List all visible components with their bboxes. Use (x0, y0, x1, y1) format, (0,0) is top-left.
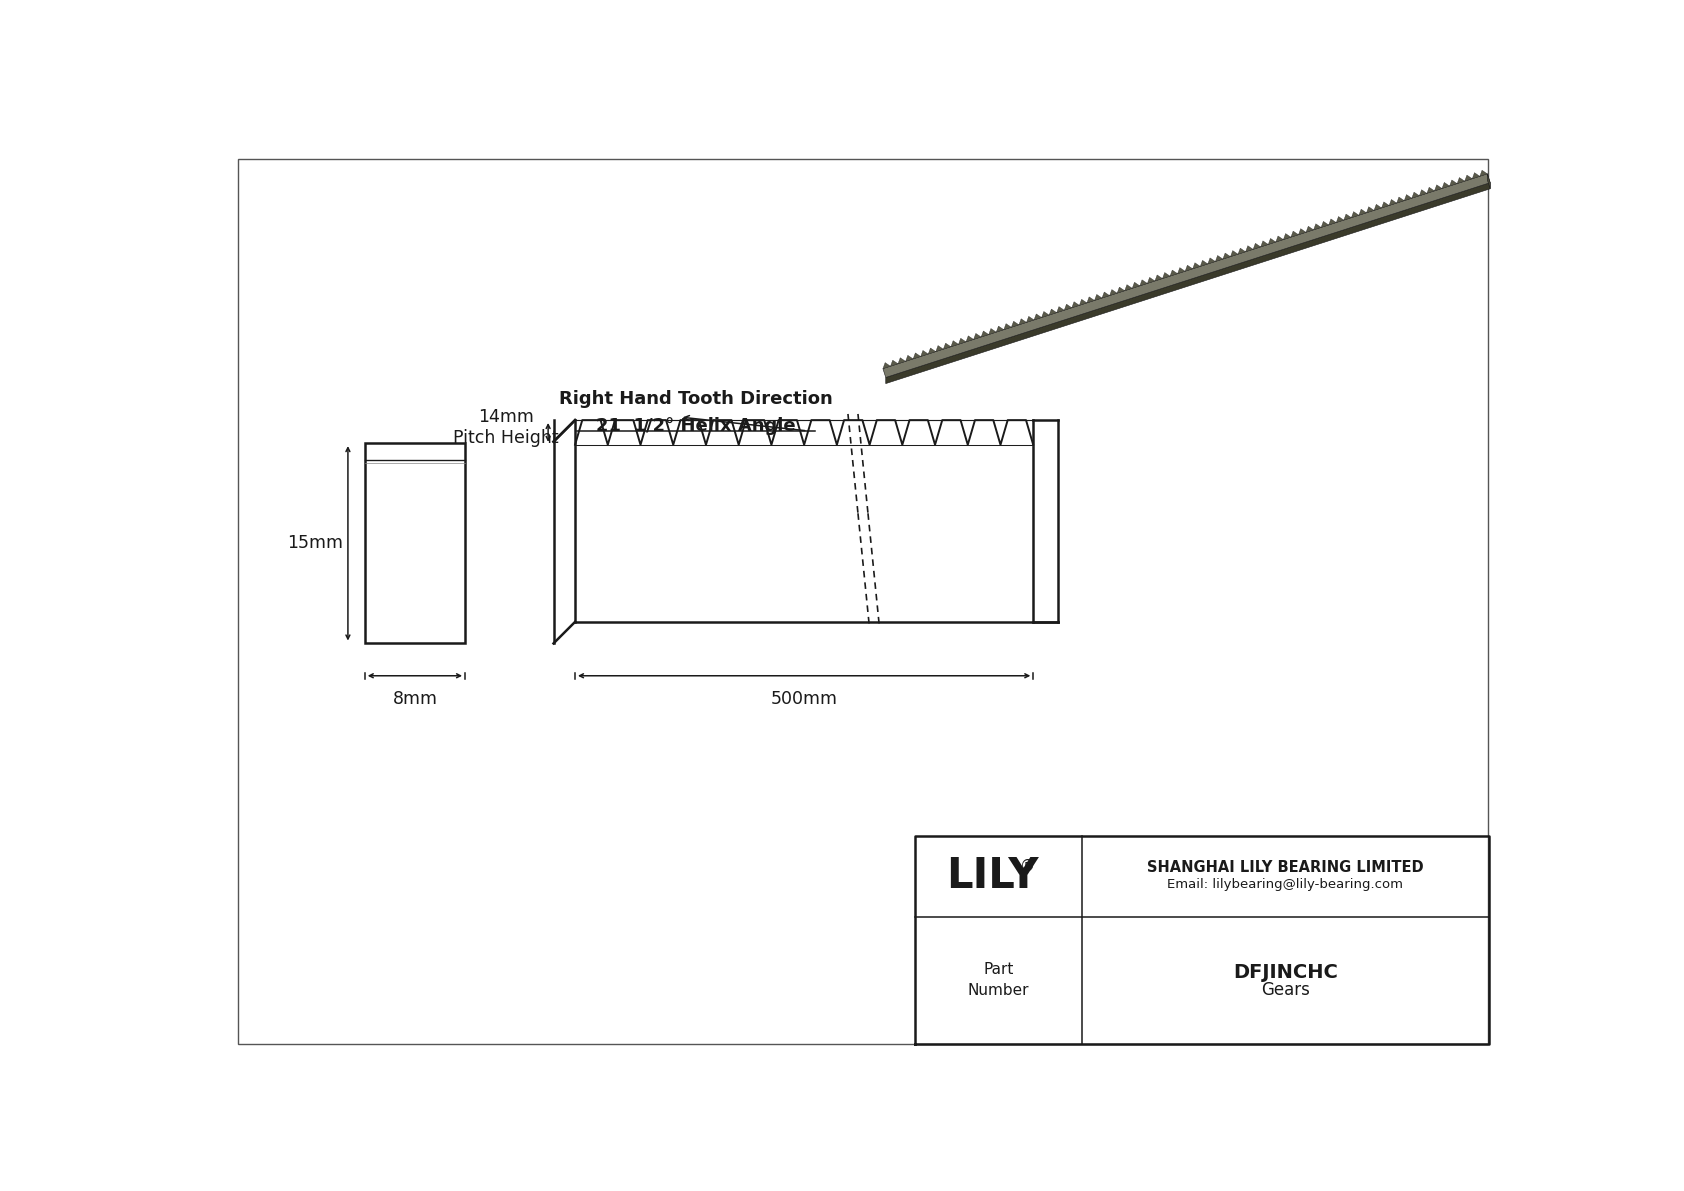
Polygon shape (928, 348, 936, 354)
Polygon shape (989, 329, 997, 335)
Polygon shape (1366, 207, 1374, 213)
Polygon shape (1420, 189, 1426, 195)
Polygon shape (1276, 236, 1283, 242)
Text: 500mm: 500mm (771, 690, 837, 707)
Polygon shape (951, 341, 958, 347)
Polygon shape (1246, 245, 1253, 251)
Polygon shape (1359, 210, 1366, 216)
Polygon shape (1177, 268, 1186, 274)
Polygon shape (973, 333, 982, 339)
Polygon shape (1170, 270, 1177, 276)
Polygon shape (1480, 170, 1487, 176)
Polygon shape (1465, 175, 1472, 181)
Polygon shape (967, 336, 973, 342)
Polygon shape (1162, 273, 1170, 279)
Text: Gears: Gears (1261, 980, 1310, 998)
Polygon shape (1487, 174, 1490, 189)
Polygon shape (1389, 199, 1396, 206)
Polygon shape (1268, 238, 1276, 244)
Polygon shape (1019, 319, 1027, 325)
Text: ®: ® (1021, 859, 1036, 874)
Polygon shape (958, 338, 967, 344)
Polygon shape (1283, 233, 1292, 239)
Polygon shape (1086, 297, 1095, 303)
Polygon shape (1450, 180, 1457, 186)
Polygon shape (1335, 217, 1344, 223)
Text: DFJINCHC: DFJINCHC (1233, 964, 1337, 983)
Polygon shape (921, 350, 928, 356)
Polygon shape (1012, 322, 1019, 328)
Polygon shape (1056, 306, 1064, 312)
Polygon shape (1238, 248, 1246, 254)
Polygon shape (913, 353, 921, 358)
Polygon shape (1374, 205, 1381, 211)
Text: 14mm
Pitch Height: 14mm Pitch Height (453, 409, 559, 447)
Polygon shape (1344, 214, 1351, 220)
Polygon shape (943, 343, 951, 349)
Polygon shape (1292, 231, 1298, 237)
Polygon shape (1207, 258, 1216, 264)
Polygon shape (1095, 294, 1101, 300)
Polygon shape (886, 182, 1490, 384)
Polygon shape (1192, 263, 1201, 269)
Polygon shape (1034, 314, 1042, 320)
Polygon shape (1457, 177, 1465, 183)
Text: 15mm: 15mm (288, 535, 344, 553)
Polygon shape (982, 331, 989, 337)
Polygon shape (1027, 317, 1034, 323)
Polygon shape (1216, 255, 1223, 262)
Polygon shape (1049, 308, 1056, 316)
Text: SHANGHAI LILY BEARING LIMITED: SHANGHAI LILY BEARING LIMITED (1147, 860, 1423, 875)
Text: Part
Number: Part Number (968, 962, 1029, 998)
Text: LILY: LILY (946, 855, 1039, 897)
Polygon shape (1231, 250, 1238, 256)
Polygon shape (882, 362, 891, 369)
Polygon shape (1186, 266, 1192, 272)
Text: 21  1/2° Helix Angle: 21 1/2° Helix Angle (596, 417, 797, 435)
Polygon shape (1396, 197, 1404, 202)
Polygon shape (1314, 224, 1322, 230)
Polygon shape (1004, 324, 1012, 330)
Polygon shape (1426, 187, 1435, 193)
Polygon shape (1351, 212, 1359, 218)
Text: Email: lilybearing@lily-bearing.com: Email: lilybearing@lily-bearing.com (1167, 878, 1403, 891)
Polygon shape (1064, 304, 1071, 310)
Polygon shape (936, 345, 943, 351)
Polygon shape (1411, 192, 1420, 198)
Polygon shape (1079, 299, 1086, 305)
Polygon shape (1472, 173, 1480, 179)
Polygon shape (1435, 185, 1442, 191)
Polygon shape (906, 355, 913, 361)
Polygon shape (891, 360, 898, 366)
Polygon shape (1147, 278, 1155, 283)
Polygon shape (1140, 280, 1147, 286)
Polygon shape (1442, 182, 1450, 188)
Polygon shape (1307, 226, 1314, 232)
Polygon shape (1381, 201, 1389, 208)
Polygon shape (1110, 289, 1116, 295)
Polygon shape (1404, 194, 1411, 200)
Polygon shape (1298, 229, 1307, 235)
Polygon shape (882, 174, 1490, 378)
Polygon shape (997, 326, 1004, 332)
Polygon shape (1329, 219, 1335, 225)
Polygon shape (1042, 312, 1049, 318)
Polygon shape (1101, 292, 1110, 298)
Polygon shape (1132, 282, 1140, 288)
Polygon shape (898, 357, 906, 363)
Text: Right Hand Tooth Direction: Right Hand Tooth Direction (559, 389, 834, 407)
Polygon shape (1261, 241, 1268, 247)
Text: 8mm: 8mm (392, 690, 438, 707)
Polygon shape (1125, 285, 1132, 291)
Polygon shape (1223, 252, 1231, 260)
Polygon shape (1155, 275, 1162, 281)
Polygon shape (1201, 261, 1207, 267)
Polygon shape (1116, 287, 1125, 293)
Polygon shape (1071, 301, 1079, 307)
Polygon shape (1322, 222, 1329, 227)
Polygon shape (1253, 243, 1261, 249)
